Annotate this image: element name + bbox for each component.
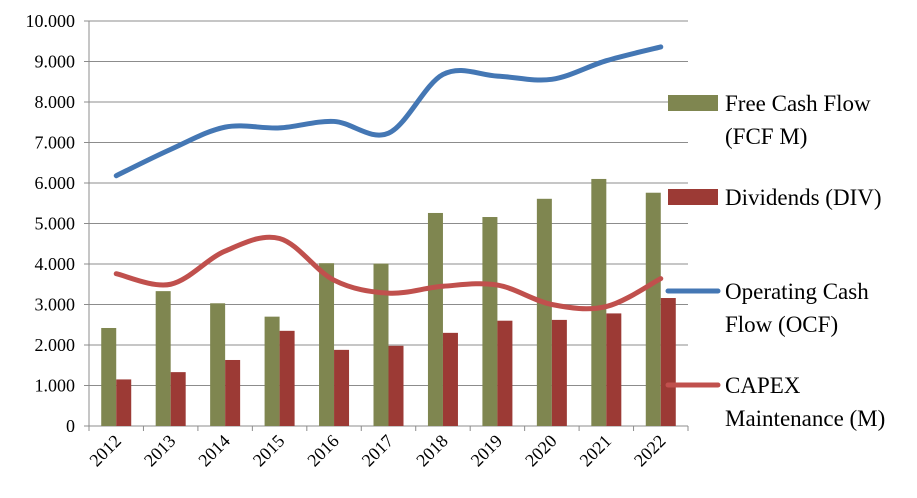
y-tick-label: 7.000 (35, 133, 76, 153)
bar-dividends-div-2015 (279, 330, 295, 426)
y-tick-label: 6.000 (35, 173, 76, 193)
y-tick-label: 10.000 (26, 11, 76, 31)
legend-label: Flow (OCF) (725, 312, 838, 337)
bar-dividends-div-2022 (660, 298, 676, 426)
y-tick-label: 5.000 (35, 214, 76, 234)
legend: Free Cash Flow (FCF M) Dividends (DIV) Oper… (665, 91, 885, 431)
x-tick-label: 2014 (194, 431, 234, 471)
x-tick-label: 2016 (303, 431, 343, 471)
x-tick-label: 2019 (467, 431, 507, 471)
y-axis: 0 1.000 2.000 3.000 4.000 5.000 6.000 7.000 8.00… (26, 11, 90, 436)
line-operating-cash-flow-ocf (113, 44, 664, 179)
bar-dividends-div-2016 (334, 349, 350, 426)
bar-dividends-div-2018 (442, 332, 458, 426)
x-tick-label: 2020 (521, 431, 561, 471)
x-tick-label: 2022 (630, 431, 670, 471)
legend-swatch (668, 189, 718, 205)
x-tick-label: 2021 (576, 431, 616, 471)
legend-label: Free Cash Flow (725, 91, 871, 116)
bar-free-cash-flow-fcf-m-2020 (536, 198, 552, 426)
bar-dividends-div-2019 (497, 320, 513, 426)
line-series (113, 44, 664, 312)
x-tick-label: 2015 (249, 431, 289, 471)
bar-free-cash-flow-fcf-m-2013 (155, 291, 171, 426)
y-tick-label: 4.000 (35, 254, 76, 274)
legend-label: Dividends (DIV) (725, 185, 882, 210)
legend-label: Operating Cash (725, 279, 869, 304)
bar-dividends-div-2017 (388, 345, 404, 426)
x-tick-label: 2013 (140, 431, 180, 471)
x-axis: 2012 2013 2014 2015 2016 2017 2018 2019 2020 2021… (85, 426, 689, 471)
line-capex-maintenance-m (113, 234, 664, 312)
bar-free-cash-flow-fcf-m-2017 (373, 263, 389, 426)
legend-swatch (668, 95, 718, 111)
bar-series (101, 178, 676, 426)
legend-label: CAPEX (725, 373, 801, 398)
y-tick-label: 0 (66, 416, 75, 436)
bar-dividends-div-2012 (116, 379, 132, 426)
y-tick-label: 1.000 (35, 376, 76, 396)
bar-free-cash-flow-fcf-m-2012 (101, 327, 117, 426)
bar-free-cash-flow-fcf-m-2021 (591, 178, 607, 426)
bar-dividends-div-2014 (225, 359, 241, 426)
legend-label: Maintenance (M) (725, 406, 885, 431)
y-tick-label: 2.000 (35, 335, 76, 355)
legend-label: (FCF M) (725, 124, 807, 149)
bar-free-cash-flow-fcf-m-2018 (427, 212, 443, 426)
bar-free-cash-flow-fcf-m-2015 (264, 316, 280, 426)
bar-dividends-div-2020 (551, 319, 567, 426)
bar-dividends-div-2021 (606, 313, 622, 426)
x-tick-label: 2017 (358, 431, 398, 471)
x-tick-label: 2012 (85, 431, 125, 471)
y-tick-label: 8.000 (35, 92, 76, 112)
y-tick-label: 9.000 (35, 52, 76, 72)
bar-free-cash-flow-fcf-m-2019 (482, 217, 498, 426)
bar-free-cash-flow-fcf-m-2014 (210, 303, 226, 426)
bar-dividends-div-2013 (170, 372, 186, 426)
y-tick-label: 3.000 (35, 295, 76, 315)
bar-free-cash-flow-fcf-m-2022 (645, 192, 661, 426)
x-tick-label: 2018 (412, 431, 452, 471)
bar-free-cash-flow-fcf-m-2016 (319, 263, 335, 426)
